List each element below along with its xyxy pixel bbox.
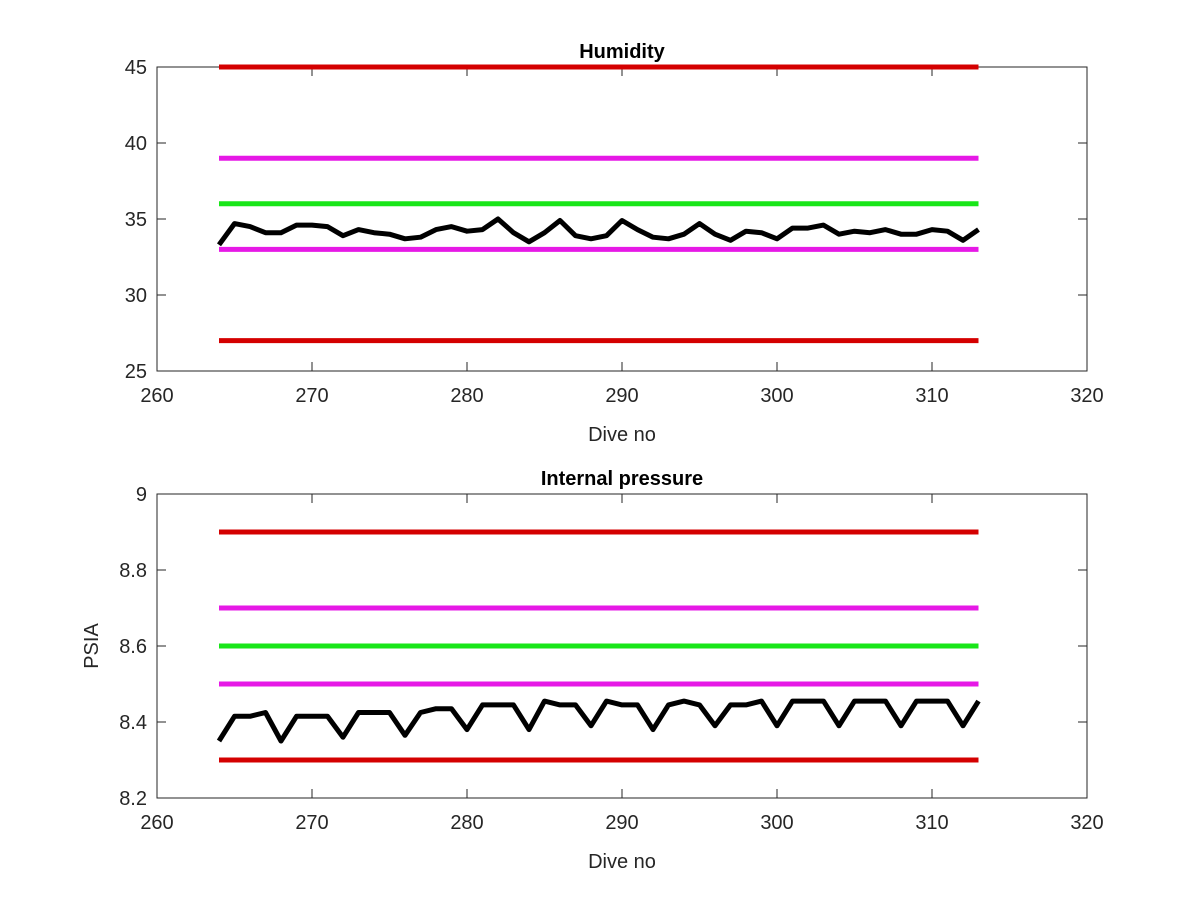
plot-title: Humidity (579, 41, 665, 63)
x-tick-label: 270 (295, 812, 328, 834)
x-tick-label: 280 (450, 812, 483, 834)
y-tick-label: 40 (125, 133, 147, 155)
y-tick-label: 45 (125, 57, 147, 79)
x-tick-label: 260 (140, 385, 173, 407)
y-tick-label: 8.8 (119, 560, 147, 582)
data-series-line (216, 216, 980, 247)
y-tick-label: 9 (136, 484, 147, 506)
x-tick-label: 270 (295, 385, 328, 407)
x-tick-label: 280 (450, 385, 483, 407)
y-tick-label: 8.6 (119, 636, 147, 658)
y-tick-label: 35 (125, 209, 147, 231)
x-tick-label: 320 (1070, 812, 1103, 834)
x-tick-label: 300 (760, 385, 793, 407)
x-axis-label: Dive no (588, 424, 656, 446)
x-tick-label: 310 (915, 812, 948, 834)
x-tick-label: 290 (605, 812, 638, 834)
humidity-plot: 260 270 280 290 300 310 320 25 30 35 40 45 Humidity D… (125, 41, 1104, 446)
y-tick-label: 25 (125, 361, 147, 383)
y-tick-label: 30 (125, 285, 147, 307)
x-axis-label: Dive no (588, 851, 656, 873)
internal-pressure-plot: 260 270 280 290 300 310 320 8.2 8.4 8.6 8.8 9 Intern… (81, 468, 1104, 873)
x-tick-label: 300 (760, 812, 793, 834)
x-tick-label: 320 (1070, 385, 1103, 407)
x-tick-label: 290 (605, 385, 638, 407)
y-axis-label: PSIA (81, 623, 103, 669)
x-tick-label: 260 (140, 812, 173, 834)
plot-title: Internal pressure (541, 468, 703, 490)
y-tick-label: 8.2 (119, 788, 147, 810)
x-tick-label: 310 (915, 385, 948, 407)
data-series-line (216, 698, 981, 744)
y-tick-label: 8.4 (119, 712, 147, 734)
